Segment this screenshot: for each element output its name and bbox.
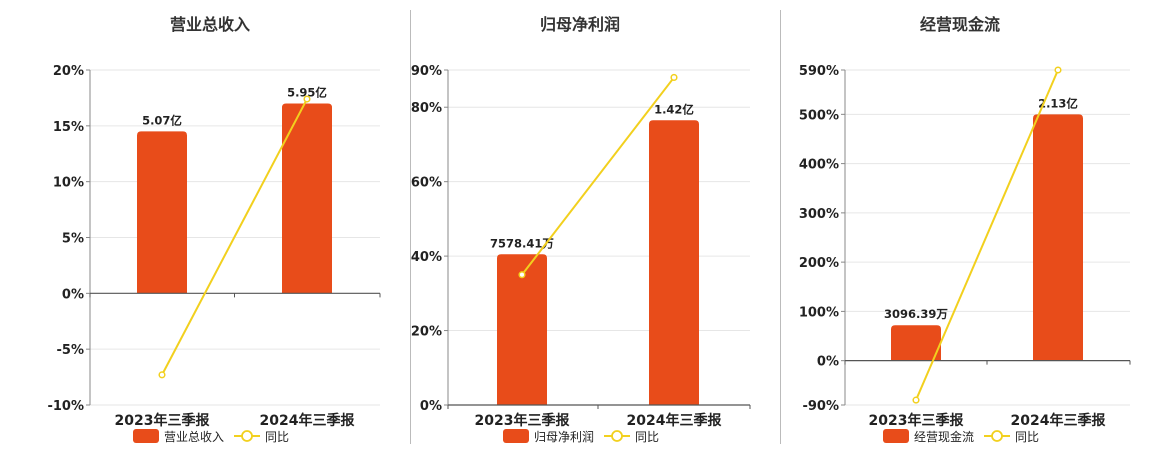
yoy-line [915, 69, 1059, 401]
legend-bar-label: 经营现金流 [914, 429, 974, 444]
bar-data-label: 7578.41万 [490, 236, 554, 250]
bar [649, 120, 699, 405]
x-category-label: 2024年三季报 [1011, 412, 1106, 429]
bar-data-label: 5.95亿 [287, 86, 327, 100]
y-tick-label: 100% [799, 305, 839, 320]
legend-bar-label: 营业总收入 [164, 430, 224, 444]
x-category-label: 2023年三季报 [475, 412, 570, 429]
legend-line-label: 同比 [635, 430, 659, 444]
bar [282, 103, 332, 294]
legend-bar-label: 归母净利润 [534, 430, 594, 444]
legend-bar-swatch [883, 429, 909, 443]
y-tick-label: 80% [411, 101, 442, 116]
y-tick-label: 60% [411, 176, 442, 191]
yoy-line [161, 98, 308, 376]
x-category-label: 2024年三季报 [627, 412, 722, 429]
yoy-point [158, 371, 166, 379]
yoy-point [518, 271, 526, 279]
y-tick-label: 10% [53, 176, 84, 191]
bar-data-label: 3096.39万 [884, 307, 948, 321]
legend-line-label: 同比 [1015, 430, 1039, 444]
y-tick-label: -5% [57, 343, 84, 358]
y-tick-label: 0% [817, 355, 839, 370]
bar-data-label: 1.42亿 [654, 102, 694, 116]
yoy-point [912, 396, 920, 404]
y-tick-label: 500% [799, 108, 839, 123]
yoy-point [670, 73, 678, 81]
legend-line-marker [241, 430, 253, 442]
y-tick-label: 40% [411, 250, 442, 265]
bar [497, 254, 547, 405]
y-tick-label: 20% [53, 64, 84, 79]
y-tick-label: -10% [47, 399, 84, 414]
y-tick-label: 400% [799, 158, 839, 173]
y-tick-label: 20% [411, 325, 442, 340]
panel-divider-1 [410, 10, 411, 444]
bar-data-label: 5.07亿 [142, 113, 182, 127]
yoy-line [521, 76, 675, 276]
legend-bar-swatch [133, 429, 159, 443]
legend-line-marker [991, 430, 1003, 442]
bar [1033, 114, 1083, 361]
bar [137, 131, 187, 294]
y-tick-label: 0% [420, 399, 442, 414]
chart-title: 营业总收入 [170, 15, 250, 34]
x-category-label: 2023年三季报 [869, 412, 964, 429]
y-tick-label: 5% [62, 232, 84, 247]
bar-data-label: 2.13亿 [1038, 96, 1078, 110]
bar [891, 325, 941, 361]
yoy-point [1054, 66, 1062, 74]
y-tick-label: 90% [411, 64, 442, 79]
y-tick-label: 15% [53, 120, 84, 135]
chart-title: 经营现金流 [920, 15, 1000, 34]
legend-line-label: 同比 [265, 430, 289, 444]
y-tick-label: 300% [799, 207, 839, 222]
x-category-label: 2024年三季报 [260, 412, 355, 429]
yoy-point [303, 95, 311, 103]
chart-title: 归母净利润 [540, 15, 620, 34]
y-tick-label: 200% [799, 256, 839, 271]
y-tick-label: 0% [62, 287, 84, 302]
legend-bar-swatch [503, 429, 529, 443]
y-tick-label: 590% [799, 64, 839, 79]
legend-line-marker [611, 430, 623, 442]
panel-divider-2 [780, 10, 781, 444]
y-tick-label: -90% [802, 399, 839, 414]
x-category-label: 2023年三季报 [115, 412, 210, 429]
